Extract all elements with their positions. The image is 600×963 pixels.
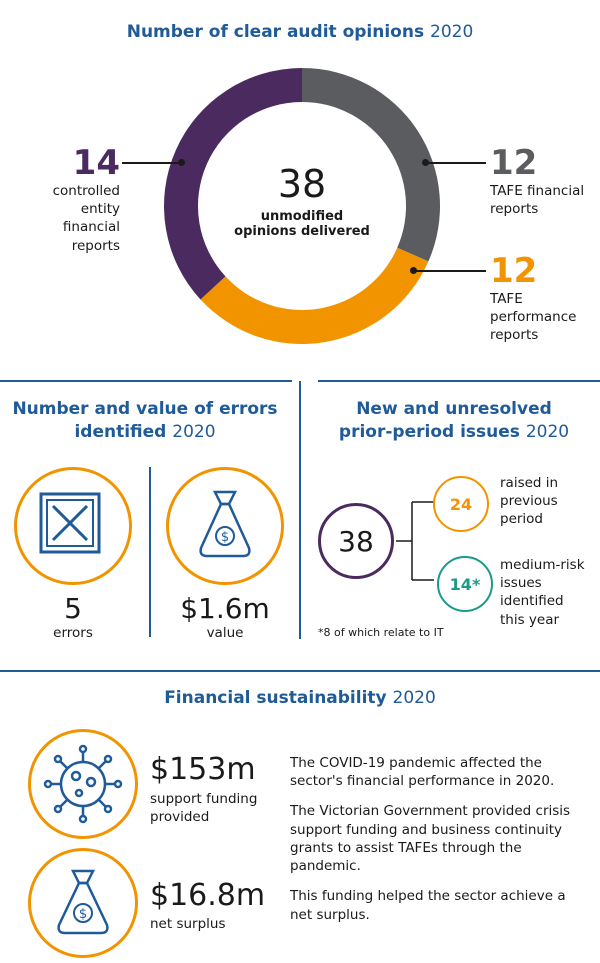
issues-total-value: 38 xyxy=(338,524,374,558)
center-label-2: opinions delivered xyxy=(234,224,370,239)
right-bottom-value: 12 xyxy=(490,251,538,291)
section3-title-2: prior-period issues xyxy=(338,421,520,442)
issues-connector xyxy=(396,501,434,581)
issues-new-label: medium-risk issues identified this year xyxy=(500,556,600,629)
issues-new-node: 14* xyxy=(437,556,493,612)
left-label-3: financial xyxy=(62,219,120,236)
right-bottom-dot xyxy=(410,267,417,274)
virus-icon-circle xyxy=(28,729,138,839)
support-label-2: provided xyxy=(150,809,210,826)
left-dot xyxy=(178,159,185,166)
left-value: 14 xyxy=(72,143,120,183)
virus-icon xyxy=(43,744,123,824)
svg-text:$: $ xyxy=(221,530,229,545)
surplus-value: $16.8m xyxy=(150,878,266,913)
donut-slice-financial xyxy=(302,68,440,262)
section3-title: New and unresolved prior-period issues 2… xyxy=(308,398,600,444)
value-value: $1.6m xyxy=(180,592,270,625)
section4-title: Financial sustainability 2020 xyxy=(0,688,600,708)
section1-title: Number of clear audit opinions 2020 xyxy=(0,22,600,42)
section2-mid-divider xyxy=(149,467,151,637)
errors-icon-circle xyxy=(14,467,132,585)
divider-vertical xyxy=(299,381,301,639)
right-top-dot xyxy=(422,159,429,166)
right-top-label-1: TAFE financial xyxy=(490,183,585,199)
right-top-callout: 12 TAFE financial reports xyxy=(490,146,600,218)
left-callout: 14 controlled entity financial reports xyxy=(30,146,120,255)
right-bottom-label: TAFE performance reports xyxy=(490,290,600,345)
right-top-value: 12 xyxy=(490,143,538,183)
donut-segments xyxy=(163,68,440,344)
section3-year: 2020 xyxy=(525,421,570,442)
issues-prior-label-2: previous xyxy=(500,493,558,510)
issues-prior-value: 24 xyxy=(449,494,473,514)
right-bottom-label-2: performance xyxy=(490,309,577,326)
issues-prior-label-3: period xyxy=(500,511,544,528)
right-bottom-label-1: TAFE xyxy=(490,291,523,307)
money-bag-icon: $ xyxy=(199,490,251,558)
section2-year: 2020 xyxy=(172,421,216,442)
issues-new-label-2: issues xyxy=(500,575,542,592)
value-icon-circle: $ xyxy=(166,467,284,585)
divider-right xyxy=(318,380,600,382)
money-bag-icon-2: $ xyxy=(57,869,109,935)
money-bag-circle-2: $ xyxy=(28,848,138,958)
section4-title-text: Financial sustainability xyxy=(164,688,387,708)
issues-prior-label: raised in previous period xyxy=(500,474,600,529)
section2-title-1: Number and value of errors xyxy=(12,399,278,419)
narrative-para-2: The Victorian Government provided crisis… xyxy=(290,803,571,875)
center-label-1: unmodified xyxy=(260,209,344,224)
right-top-label: TAFE financial reports xyxy=(490,182,600,218)
donut-center: 38 unmodified opinions delivered xyxy=(222,165,382,239)
divider-section4 xyxy=(0,670,600,672)
cross-box-icon xyxy=(39,492,101,554)
support-label: support funding provided xyxy=(150,790,257,826)
support-label-1: support funding xyxy=(150,791,258,807)
issues-new-label-3: identified xyxy=(500,593,564,610)
left-leader-line xyxy=(122,162,182,164)
errors-value: 5 xyxy=(64,592,82,625)
divider-left xyxy=(0,380,292,382)
issues-footnote: *8 of which relate to IT xyxy=(318,626,444,639)
surplus-label: net surplus xyxy=(150,916,226,932)
section1-year: 2020 xyxy=(430,22,474,42)
section3-title-1: New and unresolved xyxy=(356,399,552,419)
donut-slice-controlled xyxy=(163,68,302,300)
center-value: 38 xyxy=(277,162,327,206)
errors-label: errors xyxy=(53,625,93,641)
issues-prior-node: 24 xyxy=(433,476,489,532)
support-value: $153m xyxy=(150,752,256,787)
issues-total-node: 38 xyxy=(318,503,394,579)
section2-title: Number and value of errors identified 20… xyxy=(0,398,290,444)
narrative-para-1: The COVID-19 pandemic affected the secto… xyxy=(290,755,555,790)
right-bottom-leader xyxy=(414,270,486,272)
left-label: controlled entity financial reports xyxy=(30,182,120,255)
donut-chart xyxy=(163,68,440,344)
left-label-2: entity xyxy=(80,201,120,218)
section4-year: 2020 xyxy=(392,688,436,708)
section1-title-text: Number of clear audit opinions xyxy=(126,22,425,42)
svg-text:$: $ xyxy=(79,907,87,922)
issues-prior-label-1: raised in xyxy=(500,475,559,491)
issues-new-value: 14* xyxy=(449,574,481,594)
value-label: value xyxy=(206,625,244,641)
right-bottom-label-3: reports xyxy=(490,327,539,344)
issues-new-label-1: medium-risk xyxy=(500,557,585,573)
right-bottom-callout: 12 TAFE performance reports xyxy=(490,254,600,345)
right-top-leader xyxy=(426,162,486,164)
right-top-label-2: reports xyxy=(490,201,539,218)
narrative-para-3: This funding helped the sector achieve a… xyxy=(290,888,566,923)
donut-slice-performance xyxy=(200,247,429,344)
narrative: The COVID-19 pandemic affected the secto… xyxy=(290,754,590,924)
issues-new-label-4: this year xyxy=(500,611,560,628)
left-label-1: controlled xyxy=(52,183,120,199)
left-label-4: reports xyxy=(71,237,120,254)
section2-title-2: identified xyxy=(74,421,167,442)
